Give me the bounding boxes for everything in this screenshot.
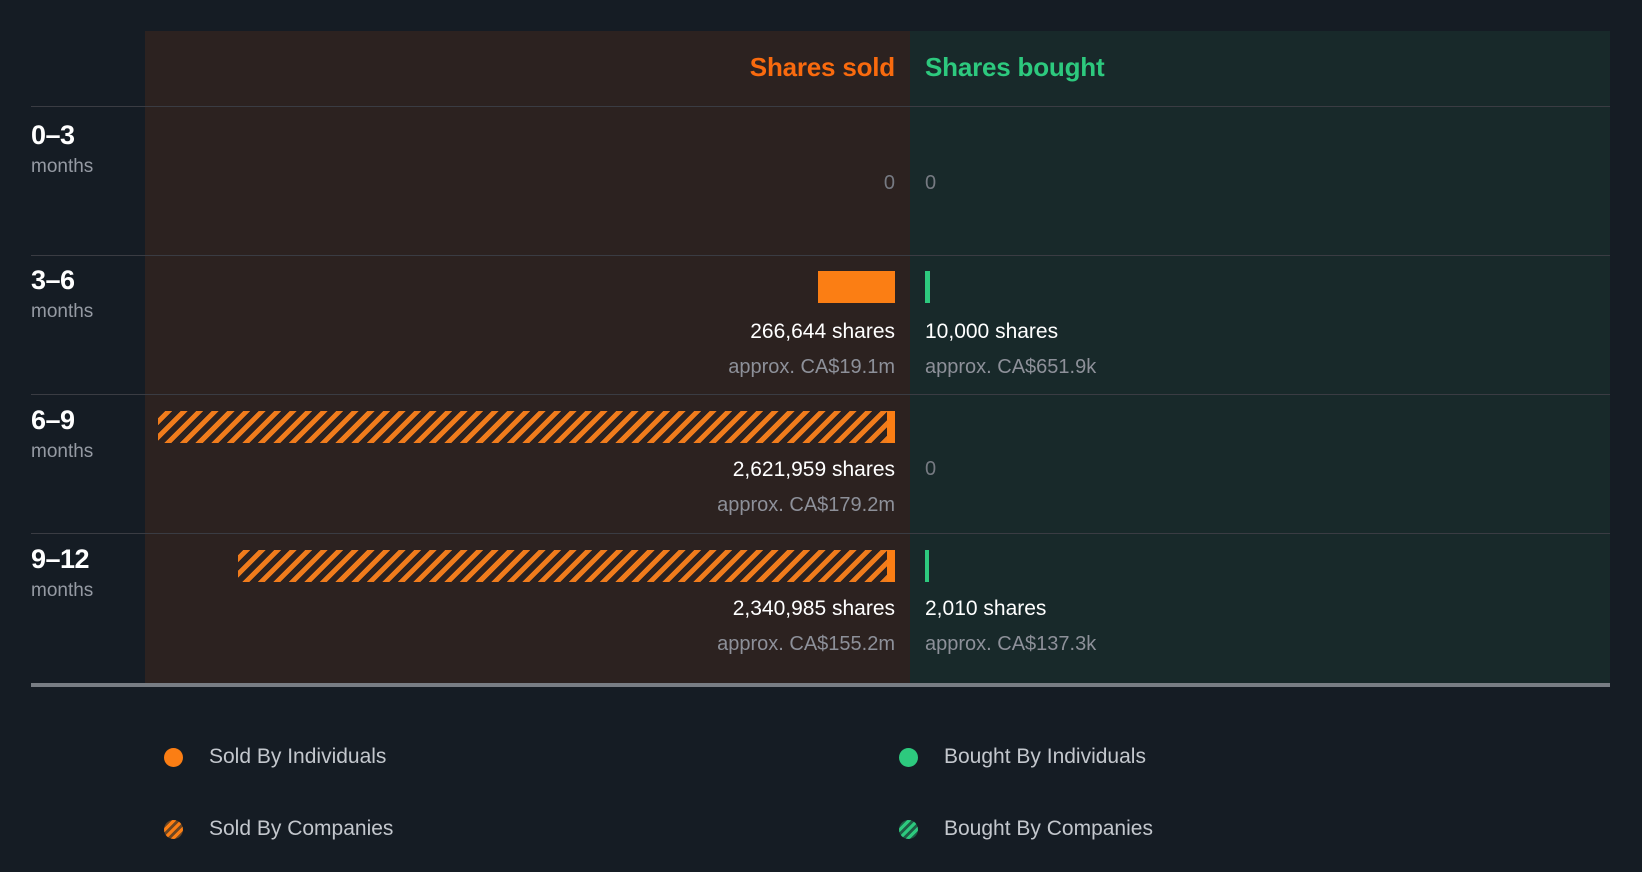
sold-value-6-9: 2,621,959 shares — [732, 458, 895, 481]
row-unit-label: months — [31, 301, 94, 322]
row-separator-2 — [31, 394, 1610, 395]
legend-item-sold-companies[interactable]: Sold By Companies — [164, 817, 393, 841]
sold-value-9-12: 2,340,985 shares — [732, 597, 895, 620]
row-label-9-12: 9–12 months — [31, 544, 141, 604]
sold-bar-6-9[interactable] — [158, 411, 895, 443]
sold-value-3-6: 266,644 shares — [750, 320, 895, 343]
row-label-6-9: 6–9 months — [31, 405, 141, 465]
bought-bar-3-6[interactable] — [925, 271, 930, 303]
row-unit-label: months — [31, 580, 94, 601]
bought-value-6-9: 0 — [925, 458, 937, 480]
row-range-label: 0–3 — [31, 120, 75, 150]
legend-item-sold-individuals[interactable]: Sold By Individuals — [164, 745, 386, 769]
legend-label: Bought By Individuals — [944, 745, 1146, 768]
sold-individuals-swatch-icon — [164, 747, 183, 767]
legend-label: Sold By Companies — [209, 817, 394, 840]
shares-bought-header: Shares bought — [925, 52, 1105, 82]
sold-companies-swatch-icon — [164, 819, 183, 839]
bought-value-0-3: 0 — [925, 172, 937, 194]
row-range-label: 9–12 — [31, 544, 90, 574]
bought-bar-9-12[interactable] — [925, 550, 929, 582]
row-label-0-3: 0–3 months — [31, 120, 141, 180]
row-separator-1 — [31, 255, 1610, 256]
sold-bar-9-12[interactable] — [238, 550, 895, 582]
row-separator-top — [31, 106, 1610, 107]
bought-approx-9-12: approx. CA$137.3k — [925, 633, 1097, 655]
bought-companies-swatch-icon — [899, 819, 918, 839]
legend-label: Sold By Individuals — [209, 745, 387, 768]
sold-approx-9-12: approx. CA$155.2m — [717, 633, 895, 655]
legend-item-bought-companies[interactable]: Bought By Companies — [899, 817, 1153, 841]
legend-label: Bought By Companies — [944, 817, 1153, 840]
row-range-label: 6–9 — [31, 405, 75, 435]
bought-value-9-12: 2,010 shares — [925, 597, 1047, 620]
sold-bar-3-6[interactable] — [818, 271, 895, 303]
bought-approx-3-6: approx. CA$651.9k — [925, 356, 1097, 378]
sold-approx-3-6: approx. CA$19.1m — [728, 356, 895, 378]
sold-approx-6-9: approx. CA$179.2m — [717, 494, 895, 516]
bought-value-3-6: 10,000 shares — [925, 320, 1059, 343]
row-separator-3 — [31, 533, 1610, 534]
axis-bottom-line — [31, 683, 1610, 687]
shares-sold-header: Shares sold — [749, 52, 895, 82]
row-unit-label: months — [31, 441, 94, 462]
bought-individuals-swatch-icon — [899, 747, 918, 767]
row-unit-label: months — [31, 156, 94, 177]
legend-item-bought-individuals[interactable]: Bought By Individuals — [899, 745, 1146, 769]
shares-bought-panel — [910, 31, 1610, 686]
sold-value-0-3: 0 — [883, 172, 895, 194]
row-range-label: 3–6 — [31, 265, 75, 295]
row-label-3-6: 3–6 months — [31, 265, 141, 325]
